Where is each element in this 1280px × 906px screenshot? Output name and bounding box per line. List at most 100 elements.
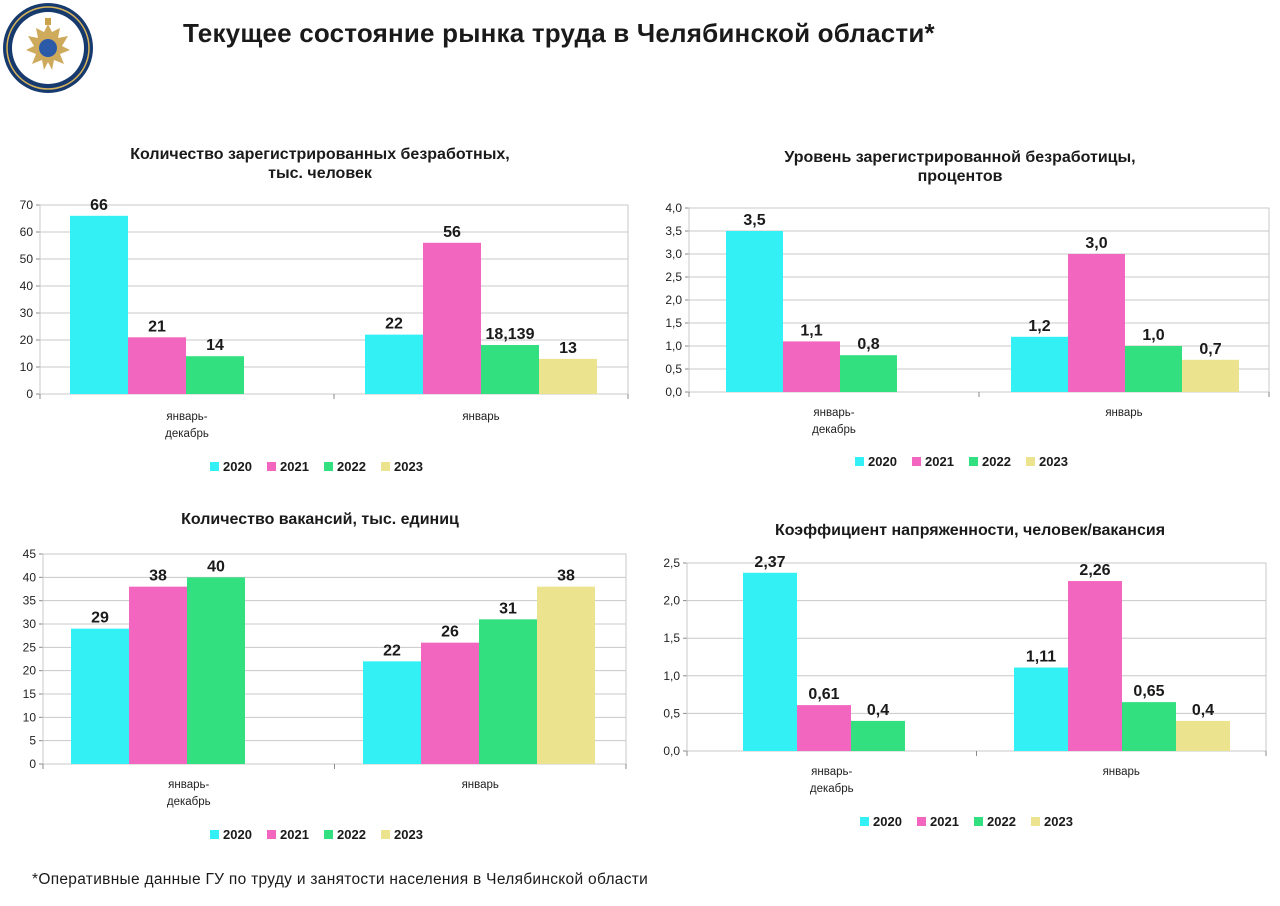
page-title: Текущее состояние рынка труда в Челябинс… bbox=[183, 18, 935, 48]
bar-2022 bbox=[1125, 346, 1182, 392]
y-tick-label: 70 bbox=[20, 198, 34, 212]
category-label: декабрь bbox=[165, 428, 209, 440]
legend-swatch-2020 bbox=[860, 817, 869, 826]
y-tick-label: 15 bbox=[23, 687, 37, 701]
y-tick-label: 20 bbox=[23, 664, 37, 678]
bar-2022 bbox=[187, 577, 245, 764]
bar-2023 bbox=[537, 586, 595, 764]
y-tick-label: 30 bbox=[23, 617, 37, 631]
legend-label: 2023 bbox=[394, 459, 423, 474]
data-label: 13 bbox=[559, 340, 577, 357]
legend-label: 2021 bbox=[930, 814, 959, 829]
chart-title: Коэффициент напряженности, человек/вакан… bbox=[670, 521, 1270, 540]
category-label: январь- bbox=[811, 766, 852, 778]
y-tick-label: 1,5 bbox=[663, 631, 680, 645]
category-label: январь- bbox=[166, 411, 207, 423]
bar-2021 bbox=[1068, 254, 1125, 392]
legend-swatch-2023 bbox=[1026, 457, 1035, 466]
data-label: 1,2 bbox=[1028, 318, 1050, 335]
chart-title-line: Количество вакансий, тыс. единиц bbox=[181, 511, 459, 528]
legend-label: 2020 bbox=[868, 454, 897, 469]
y-tick-label: 5 bbox=[29, 734, 36, 748]
emblem-logo bbox=[3, 3, 93, 93]
data-label: 38 bbox=[149, 568, 167, 585]
y-tick-label: 2,0 bbox=[665, 293, 682, 307]
legend-label: 2022 bbox=[337, 827, 366, 842]
data-label: 26 bbox=[441, 624, 459, 641]
legend-label: 2020 bbox=[223, 827, 252, 842]
data-label: 0,65 bbox=[1133, 683, 1164, 700]
data-label: 0,7 bbox=[1199, 341, 1221, 358]
bar-2020 bbox=[70, 215, 128, 394]
bar-2022 bbox=[479, 619, 537, 764]
data-label: 1,11 bbox=[1026, 649, 1056, 666]
data-label: 1,0 bbox=[1142, 327, 1164, 344]
bar-2021 bbox=[129, 586, 187, 764]
data-label: 3,0 bbox=[1085, 235, 1107, 252]
bar-2022 bbox=[481, 345, 539, 394]
legend-label: 2020 bbox=[223, 459, 252, 474]
bar-2020 bbox=[1011, 336, 1068, 392]
legend-label: 2022 bbox=[987, 814, 1016, 829]
category-label: декабрь bbox=[812, 424, 856, 436]
bar-2020 bbox=[363, 661, 421, 764]
legend-label: 2021 bbox=[280, 459, 309, 474]
category-label: январь bbox=[1105, 407, 1142, 419]
y-tick-label: 0,0 bbox=[665, 385, 682, 399]
legend-label: 2020 bbox=[873, 814, 902, 829]
data-label: 38 bbox=[557, 568, 575, 585]
y-tick-label: 35 bbox=[23, 594, 37, 608]
bar-2023 bbox=[1176, 720, 1230, 751]
legend-label: 2023 bbox=[1039, 454, 1068, 469]
data-label: 56 bbox=[443, 224, 461, 241]
y-tick-label: 60 bbox=[20, 225, 34, 239]
bar-2021 bbox=[797, 705, 851, 751]
category-label: январь- bbox=[168, 779, 209, 791]
legend-label: 2023 bbox=[1044, 814, 1073, 829]
y-tick-label: 40 bbox=[20, 279, 34, 293]
bar-2022 bbox=[851, 720, 905, 751]
bar-2021 bbox=[128, 337, 186, 394]
chart-title-line: тыс. человек bbox=[268, 165, 372, 182]
data-label: 0,61 bbox=[808, 686, 839, 703]
bar-2020 bbox=[365, 334, 423, 394]
bar-2020 bbox=[1014, 667, 1068, 751]
legend-swatch-2020 bbox=[855, 457, 864, 466]
legend-swatch-2021 bbox=[267, 462, 276, 471]
data-label: 22 bbox=[385, 316, 403, 333]
y-tick-label: 10 bbox=[23, 710, 37, 724]
bar-2020 bbox=[71, 628, 129, 764]
data-label: 18,139 bbox=[486, 326, 535, 343]
y-tick-label: 0,5 bbox=[665, 362, 682, 376]
data-label: 3,5 bbox=[743, 212, 765, 229]
chart-vacancies: Количество вакансий, тыс. единиц 0 5 10 15 20… bbox=[0, 508, 640, 853]
bar-2020 bbox=[743, 572, 797, 751]
legend-swatch-2023 bbox=[381, 462, 390, 471]
data-label: 21 bbox=[148, 318, 166, 335]
bar-2021 bbox=[1068, 581, 1122, 751]
legend-swatch-2022 bbox=[969, 457, 978, 466]
category-label: январь bbox=[1103, 766, 1140, 778]
y-tick-label: 4,0 bbox=[665, 201, 682, 215]
y-tick-label: 50 bbox=[20, 252, 34, 266]
y-tick-label: 10 bbox=[20, 360, 34, 374]
bar-2022 bbox=[186, 356, 244, 394]
y-tick-label: 1,0 bbox=[663, 669, 680, 683]
legend-swatch-2022 bbox=[324, 462, 333, 471]
footnote: *Оперативные данные ГУ по труду и занято… bbox=[32, 871, 649, 888]
bar-2023 bbox=[1182, 359, 1239, 392]
data-label: 2,37 bbox=[754, 554, 785, 571]
bar-2022 bbox=[1122, 702, 1176, 751]
data-label: 29 bbox=[91, 610, 109, 627]
legend-swatch-2021 bbox=[912, 457, 921, 466]
category-label: декабрь bbox=[810, 783, 854, 795]
chart-canvas: 0,0 0,5 1,0 1,5 2,0 2,5 2,37 0,61 0,4 январь-дека… bbox=[663, 554, 1267, 829]
y-tick-label: 3,0 bbox=[665, 247, 682, 261]
chart-tension: Коэффициент напряженности, человек/вакан… bbox=[640, 508, 1280, 853]
chart-unemployment-rate: Уровень зарегистрированной безработицы, п… bbox=[640, 143, 1280, 488]
y-tick-label: 1,0 bbox=[665, 339, 682, 353]
data-label: 40 bbox=[207, 558, 225, 575]
category-label: январь- bbox=[813, 407, 854, 419]
bar-2022 bbox=[840, 355, 897, 392]
chart-title-line: Количество зарегистрированных безработны… bbox=[130, 146, 510, 163]
